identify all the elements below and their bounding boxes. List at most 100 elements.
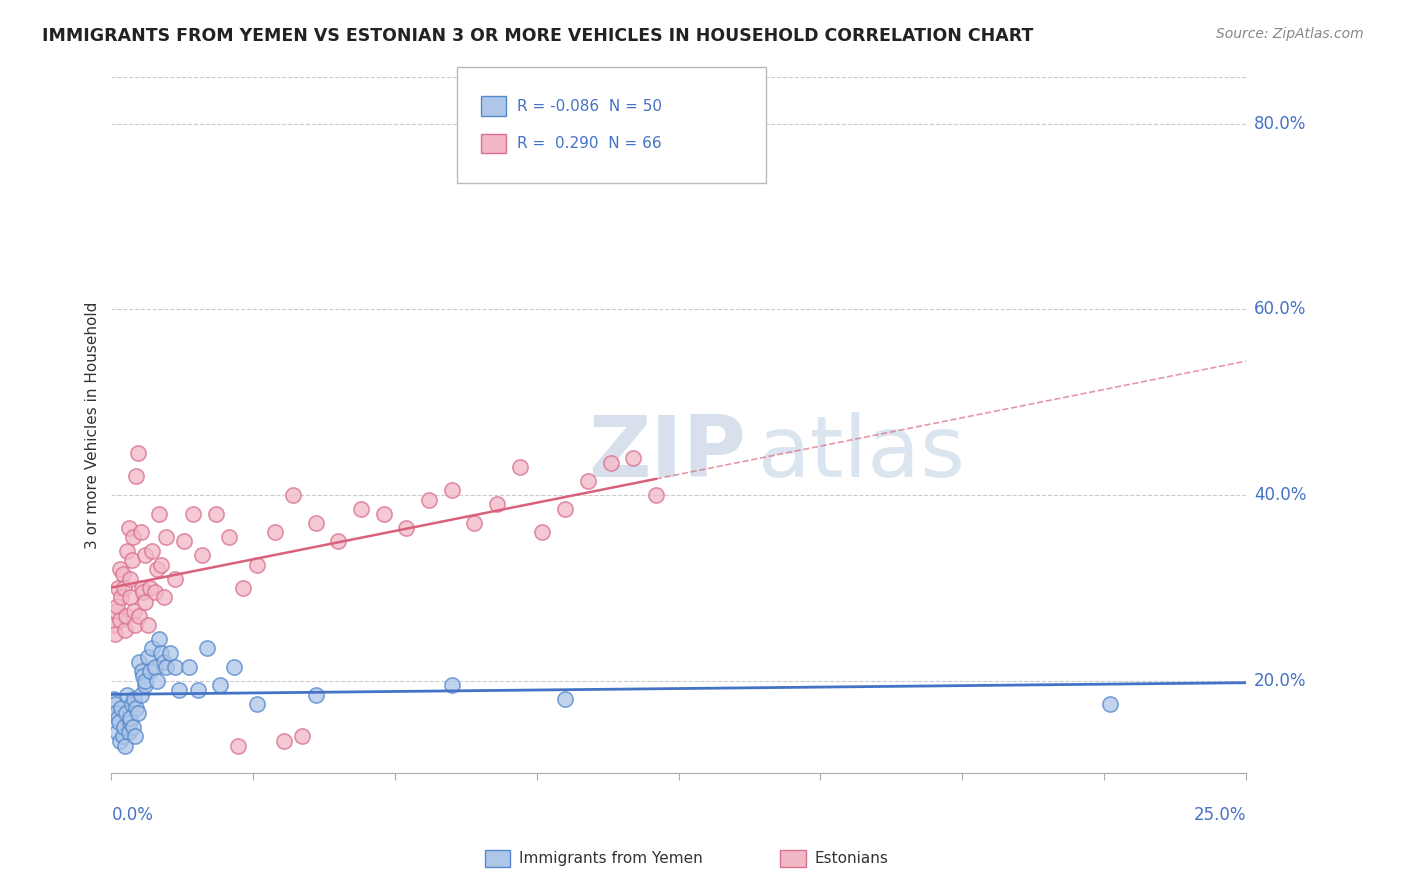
Point bbox=[105, 724, 128, 739]
Point bbox=[111, 729, 134, 743]
Point bbox=[155, 659, 177, 673]
Point bbox=[115, 706, 138, 720]
Text: 25.0%: 25.0% bbox=[1194, 805, 1246, 824]
Point bbox=[136, 618, 159, 632]
Point bbox=[118, 724, 141, 739]
Point bbox=[103, 697, 125, 711]
Point bbox=[554, 502, 576, 516]
Text: 80.0%: 80.0% bbox=[1254, 115, 1306, 133]
Point bbox=[440, 678, 463, 692]
Point bbox=[155, 530, 177, 544]
Point bbox=[150, 558, 173, 572]
Point bbox=[134, 673, 156, 688]
Point bbox=[120, 572, 142, 586]
Point bbox=[117, 688, 139, 702]
Point bbox=[127, 446, 149, 460]
Point bbox=[124, 729, 146, 743]
Point bbox=[273, 734, 295, 748]
Point bbox=[440, 483, 463, 498]
Point bbox=[146, 562, 169, 576]
Point bbox=[105, 599, 128, 614]
Point bbox=[139, 665, 162, 679]
Point bbox=[107, 581, 129, 595]
Point bbox=[114, 623, 136, 637]
Point bbox=[509, 460, 531, 475]
Point bbox=[204, 507, 226, 521]
Point bbox=[127, 706, 149, 720]
Point bbox=[112, 581, 135, 595]
Point bbox=[418, 492, 440, 507]
Point bbox=[112, 720, 135, 734]
Point bbox=[131, 665, 153, 679]
Point bbox=[222, 659, 245, 673]
Point bbox=[177, 659, 200, 673]
Point bbox=[395, 520, 418, 534]
Text: 40.0%: 40.0% bbox=[1254, 486, 1306, 504]
Point bbox=[125, 469, 148, 483]
Point bbox=[599, 456, 621, 470]
Point bbox=[232, 581, 254, 595]
Point bbox=[125, 701, 148, 715]
Point bbox=[228, 739, 250, 753]
Point bbox=[129, 525, 152, 540]
Point bbox=[124, 618, 146, 632]
Point bbox=[139, 581, 162, 595]
Point bbox=[134, 595, 156, 609]
Point bbox=[110, 701, 132, 715]
Point bbox=[121, 697, 143, 711]
Point bbox=[350, 502, 373, 516]
Point bbox=[246, 697, 269, 711]
Point bbox=[118, 590, 141, 604]
Point bbox=[246, 558, 269, 572]
Point bbox=[103, 618, 125, 632]
Point bbox=[291, 729, 314, 743]
Point bbox=[110, 590, 132, 604]
Point bbox=[122, 604, 145, 618]
Point bbox=[328, 534, 350, 549]
Point bbox=[134, 678, 156, 692]
Point bbox=[163, 572, 186, 586]
Point bbox=[218, 530, 240, 544]
Text: Source: ZipAtlas.com: Source: ZipAtlas.com bbox=[1216, 27, 1364, 41]
Point bbox=[110, 562, 132, 576]
Point bbox=[554, 692, 576, 706]
Point bbox=[173, 534, 195, 549]
Point bbox=[143, 585, 166, 599]
Text: 60.0%: 60.0% bbox=[1254, 301, 1306, 318]
Text: Estonians: Estonians bbox=[814, 851, 889, 866]
Point bbox=[148, 507, 170, 521]
Point bbox=[304, 516, 326, 530]
Point bbox=[132, 669, 155, 683]
Point bbox=[373, 507, 395, 521]
Point bbox=[486, 497, 509, 511]
Point bbox=[1098, 697, 1121, 711]
Text: atlas: atlas bbox=[758, 412, 966, 495]
Point bbox=[191, 549, 214, 563]
Point bbox=[107, 711, 129, 725]
Point bbox=[136, 650, 159, 665]
Point bbox=[104, 706, 127, 720]
Point bbox=[115, 608, 138, 623]
Point bbox=[121, 553, 143, 567]
Point bbox=[117, 543, 139, 558]
Point bbox=[122, 530, 145, 544]
Point bbox=[134, 549, 156, 563]
Point bbox=[163, 659, 186, 673]
Point bbox=[152, 655, 174, 669]
Text: IMMIGRANTS FROM YEMEN VS ESTONIAN 3 OR MORE VEHICLES IN HOUSEHOLD CORRELATION CH: IMMIGRANTS FROM YEMEN VS ESTONIAN 3 OR M… bbox=[42, 27, 1033, 45]
Text: 20.0%: 20.0% bbox=[1254, 672, 1306, 690]
Y-axis label: 3 or more Vehicles in Household: 3 or more Vehicles in Household bbox=[86, 301, 100, 549]
Point bbox=[122, 720, 145, 734]
Point bbox=[181, 507, 204, 521]
Point bbox=[128, 608, 150, 623]
Point bbox=[129, 688, 152, 702]
Point bbox=[114, 739, 136, 753]
Point bbox=[209, 678, 232, 692]
Point bbox=[146, 673, 169, 688]
Point bbox=[463, 516, 485, 530]
Point bbox=[148, 632, 170, 646]
Point bbox=[187, 682, 209, 697]
Point bbox=[141, 641, 163, 656]
Point bbox=[108, 613, 131, 627]
Point bbox=[122, 692, 145, 706]
